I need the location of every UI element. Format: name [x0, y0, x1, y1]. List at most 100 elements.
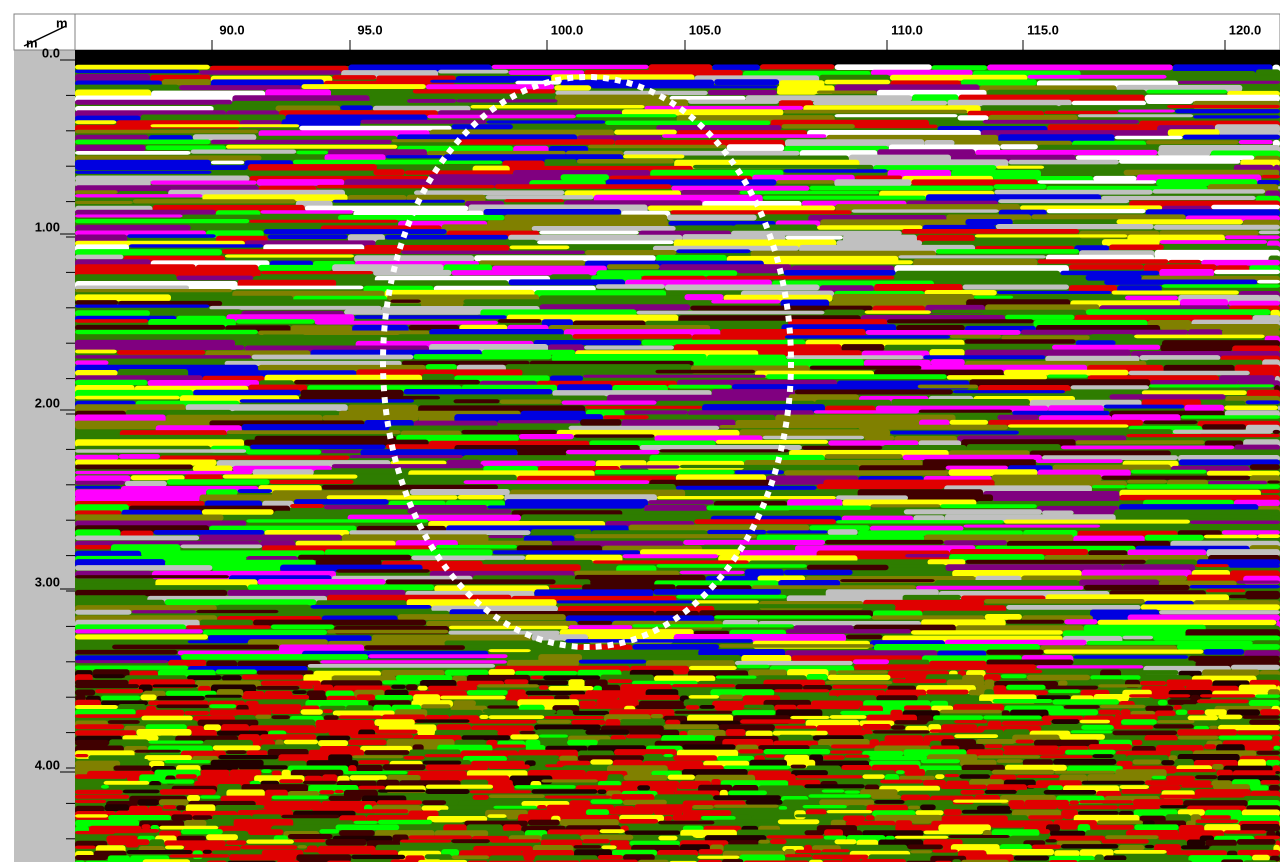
- radar-band: [354, 315, 506, 319]
- radar-band: [474, 255, 656, 261]
- radar-band: [841, 765, 871, 770]
- radar-band: [896, 770, 905, 774]
- radar-band: [732, 710, 775, 715]
- radar-band: [222, 299, 390, 305]
- radar-band: [308, 664, 495, 668]
- radar-band: [345, 189, 414, 195]
- radar-band: [1105, 835, 1158, 839]
- radar-band: [784, 570, 853, 575]
- radar-band: [493, 745, 526, 748]
- radar-band: [126, 410, 232, 415]
- radar-band: [833, 294, 974, 302]
- radar-band: [332, 75, 376, 80]
- radar-band: [545, 796, 611, 799]
- radar-band: [75, 255, 123, 260]
- radar-band: [864, 436, 894, 441]
- radar-band: [940, 785, 987, 789]
- radar-band: [598, 855, 623, 859]
- radar-band: [812, 855, 868, 860]
- radar-band: [235, 340, 356, 346]
- radar-band: [597, 790, 606, 795]
- radar-band: [75, 300, 118, 305]
- radar-band: [1228, 301, 1280, 306]
- radar-band: [871, 795, 901, 799]
- radar-band: [426, 765, 489, 771]
- radar-band: [1060, 826, 1078, 830]
- radar-band: [1181, 785, 1213, 788]
- radar-band: [336, 825, 400, 831]
- radar-band: [932, 65, 987, 70]
- radar-band: [1202, 670, 1260, 677]
- radar-band: [193, 466, 233, 472]
- radar-band: [582, 839, 610, 843]
- radar-band: [492, 710, 556, 714]
- radar-band: [1006, 620, 1065, 624]
- radar-band: [75, 360, 109, 365]
- radar-band: [701, 816, 736, 820]
- radar-band: [75, 481, 125, 485]
- radar-band: [1102, 476, 1251, 480]
- radar-band: [340, 509, 407, 513]
- radar-band: [153, 530, 264, 535]
- radar-band: [1188, 716, 1219, 721]
- radar-band: [1044, 790, 1097, 795]
- radar-band: [908, 806, 920, 810]
- radar-band: [664, 816, 672, 821]
- radar-band: [584, 346, 674, 350]
- radar-band: [126, 844, 139, 847]
- radar-band: [683, 744, 736, 749]
- radar-band: [899, 776, 935, 780]
- radar-band: [1074, 509, 1114, 515]
- radar-band: [1109, 245, 1164, 250]
- radar-band: [426, 364, 457, 370]
- radar-band: [732, 384, 918, 390]
- radar-band: [1266, 760, 1280, 766]
- radar-band: [75, 85, 179, 90]
- radar-band: [1045, 839, 1057, 842]
- radar-band: [824, 80, 890, 85]
- radar-band: [944, 540, 1007, 545]
- radar-band: [1105, 165, 1234, 171]
- radar-band: [824, 836, 847, 840]
- radar-band: [864, 734, 885, 737]
- radar-band: [737, 830, 805, 835]
- radar-band: [425, 854, 452, 859]
- radar-band: [1101, 839, 1149, 843]
- top-ruler: [75, 14, 1280, 50]
- radar-band: [760, 64, 835, 69]
- radar-band: [486, 195, 594, 199]
- radar-band: [603, 415, 649, 419]
- radar-band: [201, 765, 239, 770]
- radar-band: [1027, 75, 1166, 79]
- radar-band: [556, 579, 591, 584]
- radar-band: [1157, 720, 1195, 723]
- radar-band: [986, 660, 1073, 666]
- radar-band: [75, 345, 245, 350]
- radar-band: [689, 666, 737, 670]
- radar-band: [1231, 665, 1280, 670]
- radar-band: [549, 585, 582, 588]
- radar-band: [326, 839, 367, 846]
- radar-band: [319, 790, 334, 794]
- x-tick-label: 120.0: [1229, 22, 1262, 37]
- radar-band: [1116, 514, 1272, 518]
- radar-band: [1046, 686, 1099, 690]
- radar-band: [75, 319, 148, 323]
- radar-band: [862, 724, 891, 730]
- radar-band: [1132, 740, 1142, 746]
- radar-band: [715, 820, 778, 823]
- radar-band: [1182, 704, 1215, 708]
- radar-band: [835, 839, 857, 844]
- radar-band: [226, 750, 247, 754]
- radar-band: [1143, 420, 1197, 424]
- radar-band: [1038, 259, 1169, 264]
- radar-band: [114, 766, 152, 771]
- radar-band: [415, 719, 470, 722]
- radar-band: [272, 796, 329, 800]
- radar-band: [314, 470, 409, 474]
- radar-band: [261, 681, 321, 686]
- radar-band: [901, 795, 930, 801]
- radar-band: [1006, 605, 1141, 610]
- radar-band: [1121, 709, 1131, 715]
- radar-band: [272, 710, 301, 714]
